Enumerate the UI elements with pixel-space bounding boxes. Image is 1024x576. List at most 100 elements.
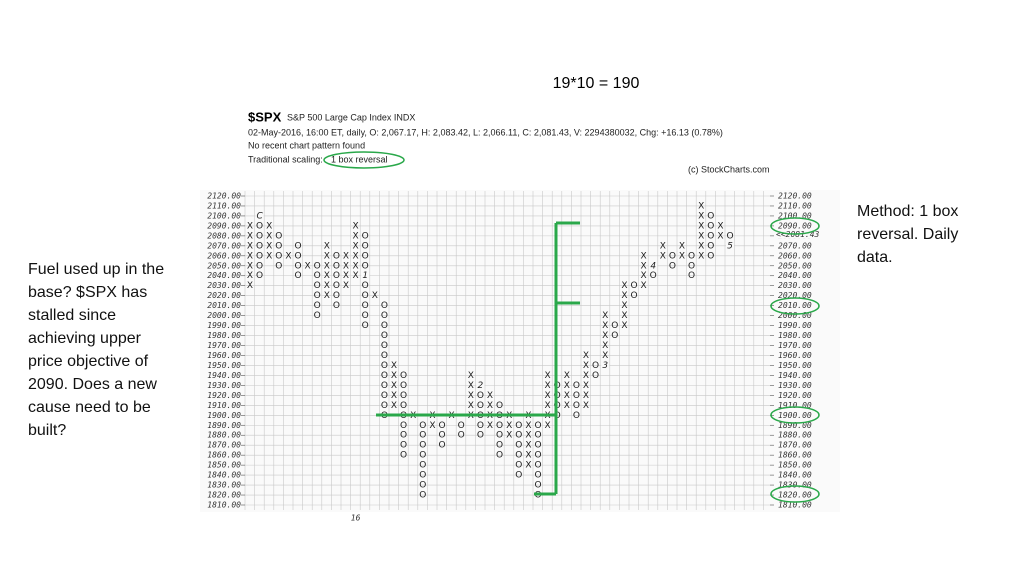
- pf-box: O: [362, 261, 369, 271]
- pf-box: X: [679, 251, 685, 261]
- month-marker: 1: [362, 271, 368, 281]
- pf-box: O: [362, 251, 369, 261]
- pf-box: O: [419, 441, 426, 451]
- pf-box: O: [515, 421, 522, 431]
- pf-box: O: [333, 251, 340, 261]
- pf-box: X: [564, 401, 570, 411]
- pf-box: O: [294, 251, 301, 261]
- pf-box: X: [247, 231, 253, 241]
- y-tick-label: 1870.00: [207, 441, 241, 450]
- pf-box: X: [545, 381, 551, 391]
- pf-box: X: [621, 321, 627, 331]
- y-tick-label-right: 1860.00: [778, 451, 812, 460]
- y-tick-label: 1850.00: [207, 461, 241, 470]
- note-line: cause need to be: [28, 399, 151, 416]
- circle: [770, 217, 820, 235]
- pf-box: O: [438, 421, 445, 431]
- pf-box: X: [506, 431, 512, 441]
- month-marker: 5: [727, 241, 733, 251]
- y-tick-label-right: 1920.00: [778, 391, 812, 400]
- pf-box: O: [333, 291, 340, 301]
- pf-box: X: [324, 291, 330, 301]
- pf-box: X: [247, 261, 253, 271]
- pf-box: X: [583, 401, 589, 411]
- pf-box: X: [660, 241, 666, 251]
- pf-box: X: [468, 381, 474, 391]
- month-marker: 2: [478, 381, 484, 391]
- y-tick-label-right: 2100.00: [778, 211, 812, 220]
- y-tick-label-right: 2060.00: [778, 251, 812, 260]
- pf-box: O: [275, 241, 282, 251]
- pf-box: O: [496, 431, 503, 441]
- pf-box: O: [438, 431, 445, 441]
- y-tick-label: 2050.00: [207, 261, 241, 270]
- left-note: Fuel used up in the base? $SPX has stalled…: [28, 258, 164, 442]
- marker-bg: [476, 380, 485, 390]
- pf-box: X: [621, 281, 627, 291]
- y-tick-label-right: 2110.00: [778, 201, 812, 210]
- y-tick-label-right: 1930.00: [778, 381, 812, 390]
- pf-box: O: [707, 231, 714, 241]
- pf-box: O: [314, 301, 321, 311]
- pf-box: O: [573, 381, 580, 391]
- circle: [770, 406, 820, 424]
- pf-box: X: [487, 401, 493, 411]
- marker-bg: [361, 271, 370, 281]
- pf-box: X: [602, 341, 608, 351]
- pf-box: O: [381, 391, 388, 401]
- y-tick-label: 1900.00: [207, 411, 241, 420]
- y-tick-label: 1890.00: [207, 421, 241, 430]
- pf-box: O: [534, 491, 541, 501]
- pf-box: O: [400, 451, 407, 461]
- note-line: data.: [857, 249, 893, 266]
- y-tick-label: 1990.00: [207, 321, 241, 330]
- y-tick-label-right: 1990.00: [778, 321, 812, 330]
- pf-box: X: [698, 241, 704, 251]
- pf-box: X: [545, 421, 551, 431]
- y-tick-label: 2100.00: [207, 211, 241, 220]
- pf-box: X: [487, 391, 493, 401]
- pf-box: X: [641, 281, 647, 291]
- pf-box: X: [602, 321, 608, 331]
- pf-box: X: [717, 231, 723, 241]
- pf-box: X: [247, 241, 253, 251]
- pf-box: O: [362, 321, 369, 331]
- pf-box: X: [698, 251, 704, 261]
- highlight-circle: [323, 151, 405, 169]
- pf-box: O: [515, 431, 522, 441]
- pf-box: O: [573, 401, 580, 411]
- pf-box: X: [717, 221, 723, 231]
- y-tick-label-right: 1880.00: [778, 431, 812, 440]
- pf-box: X: [468, 401, 474, 411]
- y-tick-label: 2060.00: [207, 251, 241, 260]
- right-note: Method: 1 box reversal. Daily data.: [857, 200, 958, 269]
- y-tick-label-right: 2070.00: [778, 241, 812, 250]
- y-tick-label-right: 1820.00: [778, 491, 812, 500]
- pf-box: O: [314, 271, 321, 281]
- y-tick-label: 1830.00: [207, 481, 241, 490]
- pf-box: O: [400, 441, 407, 451]
- pf-box: O: [419, 461, 426, 471]
- pf-box: O: [400, 421, 407, 431]
- pf-box: X: [698, 221, 704, 231]
- pf-box: O: [419, 451, 426, 461]
- pf-box: O: [419, 481, 426, 491]
- pf-box: O: [419, 421, 426, 431]
- pf-box: O: [458, 421, 465, 431]
- y-tick-label-right: 2030.00: [778, 281, 812, 290]
- y-tick-label-right: 1870.00: [778, 441, 812, 450]
- pf-box: X: [602, 351, 608, 361]
- y-tick-label-right: 2020.00: [778, 291, 812, 300]
- y-tick-label: 1970.00: [207, 341, 241, 350]
- y-tick-label: 2010.00: [207, 301, 241, 310]
- pf-box: O: [400, 381, 407, 391]
- pf-box: O: [275, 251, 282, 261]
- pf-box: O: [362, 241, 369, 251]
- y-tick-label-right: 2120.00: [778, 192, 812, 201]
- pf-box: X: [506, 421, 512, 431]
- pf-box: X: [698, 211, 704, 221]
- pf-box: O: [573, 411, 580, 421]
- y-tick-label-right: 2000.00: [778, 311, 812, 320]
- y-tick-label-right: 1850.00: [778, 461, 812, 470]
- pf-box: O: [362, 231, 369, 241]
